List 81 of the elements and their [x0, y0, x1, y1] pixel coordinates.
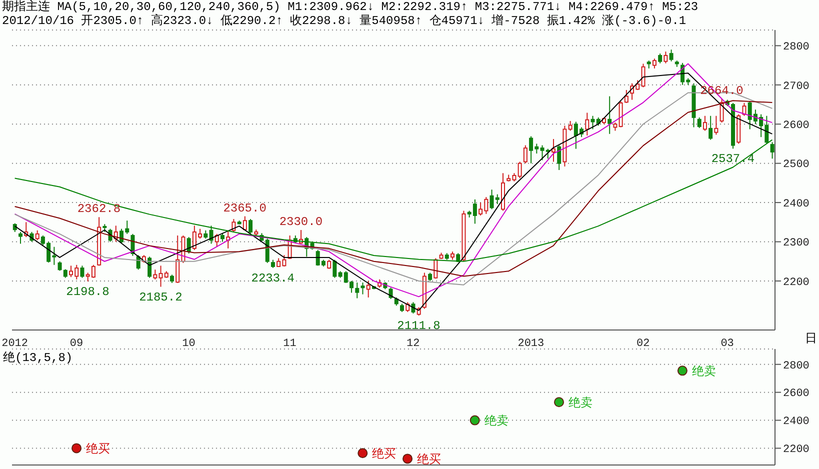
x-tick-label: 2013	[518, 338, 544, 350]
y-tick-label: 2800	[783, 360, 810, 372]
candlestick	[618, 100, 623, 128]
candlestick	[242, 216, 247, 231]
candlestick	[523, 144, 528, 164]
candlestick	[658, 53, 662, 64]
candlestick	[770, 142, 774, 160]
text: 绝卖	[484, 414, 508, 428]
series-label: 绝卖	[568, 395, 593, 410]
y-tick-label: 2300	[783, 238, 810, 250]
annotation: 2365.0	[223, 201, 266, 216]
candlestick	[214, 233, 219, 248]
x-tick-label: 2012	[2, 338, 28, 350]
candlestick	[652, 58, 656, 69]
candlestick	[669, 49, 674, 62]
annotation: 2330.0	[279, 215, 323, 229]
y-tick-label: 2400	[783, 416, 810, 428]
candlestick	[360, 282, 365, 295]
annotation: 2362.8	[77, 202, 121, 216]
candlestick	[568, 120, 572, 132]
candlestick	[551, 138, 556, 162]
candlestick	[35, 230, 40, 241]
candlestick	[742, 102, 746, 116]
candlestick	[518, 161, 522, 179]
y-tick-label: 2400	[783, 198, 810, 210]
chart-subtitle: 2012/10/16 开2305.0↑ 高2323.0↓ 低2290.2↑ 收2298.8↓ 量540958↑ 仓45971↓ 增-7528 振1.42% 涨(-3.6)-0.1	[2, 14, 688, 28]
candlestick	[720, 98, 724, 124]
annotation: 2111.8	[397, 319, 440, 334]
text: 绝卖	[692, 364, 716, 378]
y-tick-label: 2600	[783, 388, 810, 400]
point	[554, 397, 564, 408]
point	[677, 366, 688, 376]
candlestick	[232, 218, 236, 232]
x-tick-label: 09	[70, 338, 84, 350]
candlestick	[80, 265, 84, 278]
candlestick	[366, 280, 370, 298]
y-tick-label: 2200	[783, 444, 810, 456]
point	[402, 454, 413, 464]
candlestick	[18, 231, 23, 244]
candlestick	[153, 269, 158, 280]
point	[358, 448, 368, 458]
text: 绝买	[372, 446, 396, 460]
text: 日	[805, 332, 817, 346]
candlestick	[327, 259, 332, 270]
candlestick	[708, 115, 713, 140]
series-label: 绝买	[86, 441, 110, 456]
candlestick	[406, 302, 410, 312]
y-tick-label: 2500	[783, 159, 810, 172]
candlestick	[608, 96, 612, 134]
candlestick	[148, 256, 152, 278]
candlestick	[248, 218, 253, 234]
annotation: 2185.2	[139, 290, 182, 304]
x-tick-label: 10	[182, 338, 196, 350]
candlestick	[332, 259, 337, 278]
y-tick-label: 2700	[783, 80, 810, 93]
y-tick-label: 2200	[783, 276, 810, 289]
annotation: 2198.8	[66, 284, 110, 299]
candlestick	[714, 115, 718, 136]
chart-title: 期指主连 MA(5,10,20,30,60,120,240,360,5) M1:2309.962↓ M2:2292.319↑ M3:2275.771↓ M4:2269.479↑ M5:23	[2, 0, 700, 14]
point	[72, 443, 82, 454]
x-tick-label: 02	[636, 338, 650, 350]
candlestick	[664, 51, 668, 64]
line-series	[14, 139, 773, 262]
candlestick	[557, 144, 562, 170]
candlestick	[641, 63, 646, 88]
chart-title: 绝(13,5,8)	[3, 350, 73, 366]
candlestick	[702, 115, 707, 132]
x-tick-label: 11	[283, 338, 297, 350]
y-tick-label: 2600	[783, 120, 810, 132]
candlestick	[585, 112, 590, 136]
x-tick-label: 12	[406, 338, 420, 350]
text: 绝买	[417, 452, 442, 466]
x-tick-label: 03	[720, 338, 734, 350]
candlestick	[58, 260, 62, 272]
candlestick	[434, 258, 438, 280]
candlestick	[697, 116, 702, 129]
candlestick	[355, 282, 360, 299]
point	[470, 415, 480, 426]
annotation: 2233.4	[251, 271, 294, 286]
y-tick-label: 2800	[783, 42, 810, 54]
candlestick	[624, 90, 628, 104]
